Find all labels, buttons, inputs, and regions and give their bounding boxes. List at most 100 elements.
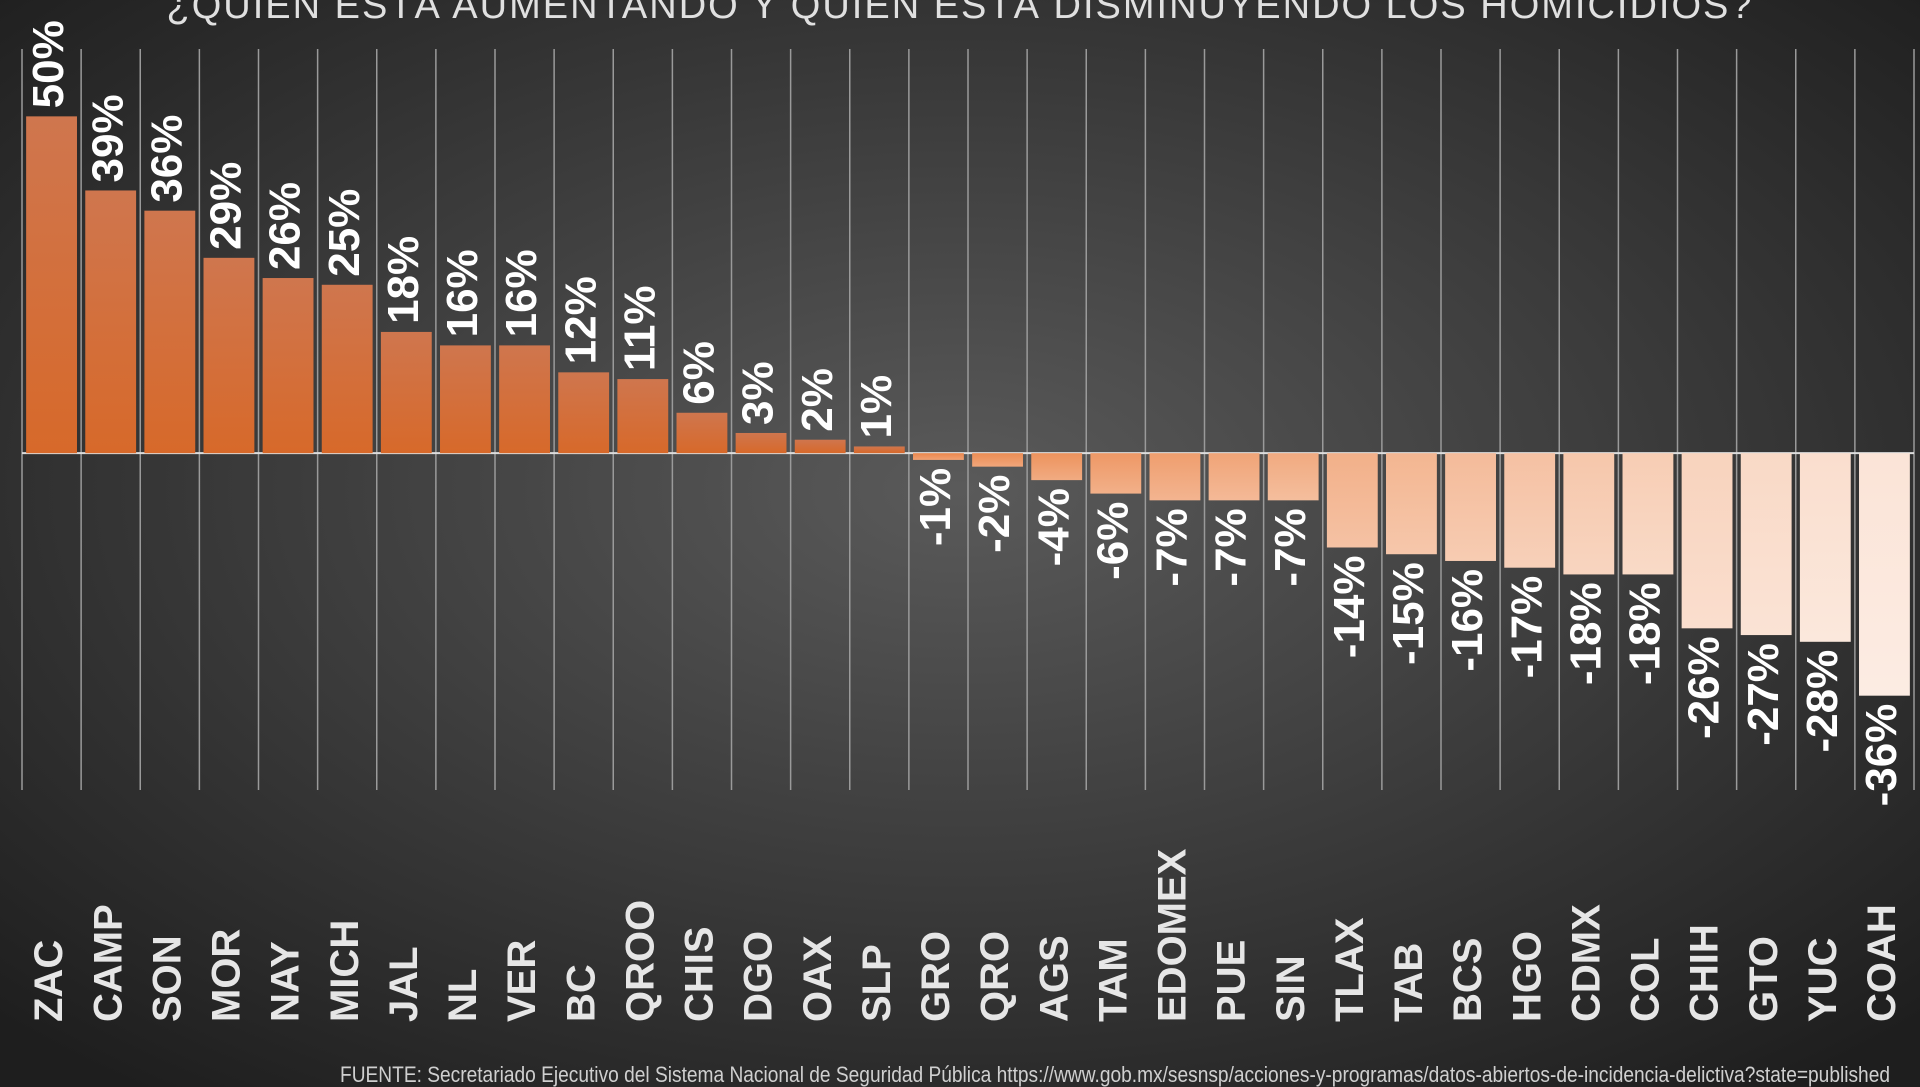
x-tick-label: PUE [1210, 940, 1254, 1022]
data-label: 36% [142, 115, 191, 203]
bar [1563, 453, 1615, 575]
x-tick-label: TAB [1387, 943, 1431, 1022]
x-tick-label: COAH [1860, 904, 1904, 1022]
x-tick-label: SON [145, 935, 189, 1022]
data-label: 1% [852, 375, 901, 439]
chart-title: ¿QUIÉN ESTÁ AUMENTANDO Y QUIÉN ESTÁ DISM… [166, 0, 1753, 27]
x-tick-label: COL [1624, 938, 1668, 1022]
bar [1681, 453, 1733, 629]
data-label: -14% [1325, 555, 1374, 658]
data-label: -26% [1680, 636, 1729, 739]
bar [1267, 453, 1319, 501]
bar [794, 439, 846, 454]
data-label: -16% [1443, 569, 1492, 672]
bar [1504, 453, 1556, 568]
x-tick-label: SIN [1269, 955, 1313, 1022]
data-label: -28% [1798, 650, 1847, 753]
bar [972, 453, 1023, 467]
bar [617, 379, 669, 454]
data-label: -18% [1621, 582, 1670, 685]
bar [1031, 453, 1083, 481]
x-tick-label: BC [559, 964, 603, 1022]
data-label: -4% [1029, 488, 1078, 566]
bar [1090, 453, 1142, 494]
data-label: 39% [83, 94, 132, 182]
x-tick-label: CHIH [1683, 924, 1727, 1022]
bar [735, 432, 787, 454]
data-label: 50% [24, 20, 73, 108]
bar [26, 116, 77, 454]
bar [321, 284, 373, 454]
x-tick-label: NAY [264, 941, 308, 1022]
data-label: 2% [793, 368, 842, 432]
x-tick-label: CHIS [678, 926, 722, 1022]
data-label: 6% [675, 341, 724, 405]
x-tick-label: SLP [855, 944, 899, 1022]
data-label: -18% [1561, 582, 1610, 685]
data-label: 25% [320, 189, 369, 277]
x-tick-label: CDMX [1564, 904, 1608, 1022]
bar [1799, 453, 1851, 642]
x-tick-label: OAX [796, 935, 840, 1022]
x-tick-label: GRO [914, 931, 958, 1022]
bar [1386, 453, 1437, 555]
x-tick-label: AGS [1032, 935, 1076, 1022]
x-tick-label: EDOMEX [1151, 848, 1195, 1022]
data-label: -17% [1502, 576, 1551, 679]
bar [380, 331, 432, 454]
source-note: FUENTE: Secretariado Ejecutivo del Siste… [340, 1062, 1890, 1087]
x-tick-label: BCS [1446, 938, 1490, 1022]
bar [440, 345, 491, 454]
x-tick-label: ZAC [27, 940, 71, 1022]
bar [1149, 453, 1201, 501]
data-label: -1% [911, 468, 960, 546]
data-label: 16% [497, 249, 546, 337]
data-label: -27% [1739, 643, 1788, 746]
x-tick-label: TAM [1091, 938, 1135, 1022]
bar [1208, 453, 1260, 501]
bar [1740, 453, 1792, 636]
bar [499, 345, 550, 454]
data-label: -7% [1266, 508, 1315, 586]
x-tick-label: GTO [1742, 936, 1786, 1022]
x-tick-label: TLAX [1328, 917, 1372, 1022]
bar [1326, 453, 1378, 548]
data-label: 11% [615, 285, 664, 371]
data-label: 3% [734, 361, 783, 425]
data-label: -6% [1088, 502, 1137, 580]
x-tick-label: MOR [205, 929, 249, 1022]
bar [144, 210, 196, 454]
data-label: -36% [1857, 704, 1906, 807]
x-tick-label: NL [441, 969, 485, 1022]
x-tick-label: CAMP [86, 904, 130, 1022]
data-label: 16% [438, 249, 487, 337]
bar [203, 257, 255, 454]
bar [676, 412, 728, 454]
bar [1859, 453, 1910, 696]
data-label: -7% [1207, 508, 1256, 586]
bar [853, 446, 905, 454]
x-tick-label: HGO [1505, 931, 1549, 1022]
bar [913, 453, 964, 460]
bar [1445, 453, 1496, 561]
data-label: -2% [970, 475, 1019, 553]
x-tick-label: DGO [737, 931, 781, 1022]
data-label: 18% [379, 236, 428, 324]
x-tick-label: MICH [323, 920, 367, 1022]
bar [262, 278, 314, 454]
x-tick-label: YUC [1801, 938, 1845, 1022]
data-label: 26% [261, 182, 310, 270]
x-tick-label: JAL [382, 946, 426, 1022]
bar [85, 190, 137, 454]
data-label: 12% [556, 276, 605, 364]
x-tick-label: QRO [973, 931, 1017, 1022]
data-label: -15% [1384, 562, 1433, 665]
data-label: 29% [202, 162, 251, 250]
x-tick-label: VER [500, 940, 544, 1022]
data-label: -7% [1148, 508, 1197, 586]
bar [558, 372, 610, 454]
x-tick-label: QROO [618, 900, 662, 1022]
bar [1622, 453, 1674, 575]
